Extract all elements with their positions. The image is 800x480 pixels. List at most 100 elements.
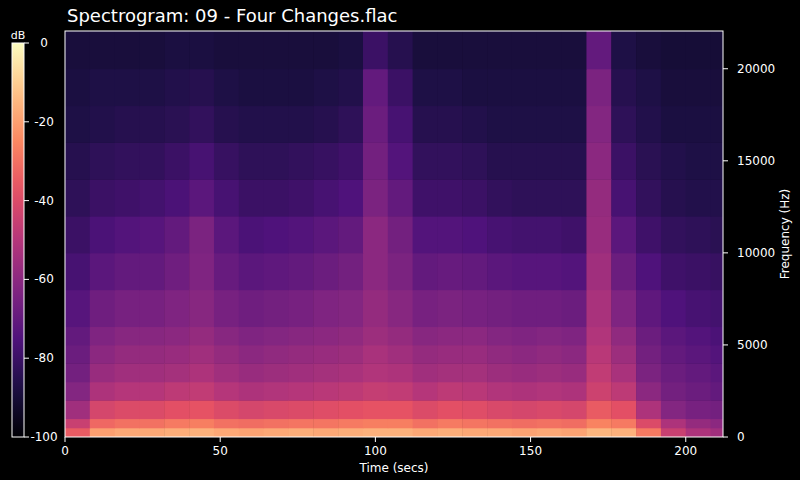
cell bbox=[537, 428, 562, 437]
cell bbox=[661, 290, 686, 327]
cell bbox=[65, 290, 90, 327]
cell bbox=[264, 179, 289, 216]
cell bbox=[686, 179, 711, 216]
cell bbox=[388, 253, 413, 290]
cell bbox=[636, 253, 661, 290]
cell bbox=[189, 106, 214, 143]
cell bbox=[611, 345, 636, 364]
cell bbox=[139, 363, 164, 382]
cell bbox=[661, 327, 686, 346]
cell bbox=[711, 400, 723, 419]
cell bbox=[338, 31, 363, 69]
cell bbox=[313, 345, 338, 364]
cell bbox=[413, 179, 438, 216]
cell bbox=[661, 69, 686, 106]
cell bbox=[90, 69, 115, 106]
y-tick-label: 0 bbox=[737, 430, 745, 444]
cell bbox=[288, 31, 313, 69]
cell bbox=[189, 400, 214, 419]
cell bbox=[686, 428, 711, 437]
y-tick-label: 20000 bbox=[737, 62, 775, 76]
cell bbox=[115, 363, 140, 382]
x-tick-label: 50 bbox=[213, 444, 228, 458]
cell bbox=[214, 179, 239, 216]
cell bbox=[288, 290, 313, 327]
cell bbox=[189, 428, 214, 437]
cell bbox=[586, 69, 611, 106]
cell bbox=[562, 106, 587, 143]
cell bbox=[462, 216, 487, 253]
cell bbox=[363, 216, 388, 253]
cell bbox=[363, 253, 388, 290]
cell bbox=[90, 382, 115, 401]
cell bbox=[189, 253, 214, 290]
cell bbox=[586, 142, 611, 179]
cell bbox=[686, 345, 711, 364]
cell bbox=[611, 419, 636, 429]
cell bbox=[586, 216, 611, 253]
cell bbox=[512, 363, 537, 382]
cell bbox=[686, 216, 711, 253]
cell bbox=[239, 400, 264, 419]
cell bbox=[115, 69, 140, 106]
cell bbox=[164, 142, 189, 179]
cell bbox=[139, 428, 164, 437]
x-tick-label: 150 bbox=[519, 444, 542, 458]
cell bbox=[288, 179, 313, 216]
cell bbox=[189, 290, 214, 327]
cell bbox=[586, 345, 611, 364]
cell bbox=[413, 382, 438, 401]
cell bbox=[686, 382, 711, 401]
cell bbox=[437, 363, 462, 382]
cell bbox=[537, 142, 562, 179]
cell bbox=[388, 142, 413, 179]
cell bbox=[611, 69, 636, 106]
cell bbox=[661, 382, 686, 401]
cell bbox=[487, 69, 512, 106]
cell bbox=[512, 69, 537, 106]
cell bbox=[239, 345, 264, 364]
cell bbox=[388, 382, 413, 401]
cell bbox=[264, 345, 289, 364]
cell bbox=[363, 69, 388, 106]
cell bbox=[313, 253, 338, 290]
cell bbox=[313, 363, 338, 382]
cell bbox=[164, 31, 189, 69]
cell bbox=[239, 428, 264, 437]
cell bbox=[65, 31, 90, 69]
cell bbox=[264, 428, 289, 437]
cell bbox=[115, 382, 140, 401]
cell bbox=[462, 363, 487, 382]
cell bbox=[611, 179, 636, 216]
cell bbox=[636, 179, 661, 216]
cell bbox=[512, 142, 537, 179]
cell bbox=[139, 142, 164, 179]
colorbar-tick-label: -40 bbox=[34, 194, 54, 208]
x-tick-label: 100 bbox=[364, 444, 387, 458]
cell bbox=[65, 345, 90, 364]
cell bbox=[437, 216, 462, 253]
cell bbox=[661, 363, 686, 382]
cell bbox=[338, 106, 363, 143]
cell bbox=[90, 216, 115, 253]
cell bbox=[537, 253, 562, 290]
cell bbox=[90, 428, 115, 437]
cell bbox=[586, 428, 611, 437]
y-tick-label: 10000 bbox=[737, 246, 775, 260]
y-tick bbox=[723, 68, 728, 69]
cell bbox=[313, 382, 338, 401]
cell bbox=[214, 290, 239, 327]
cell bbox=[139, 327, 164, 346]
cell bbox=[139, 106, 164, 143]
cell bbox=[537, 290, 562, 327]
colorbar-tick-label: -80 bbox=[34, 351, 54, 365]
cell bbox=[562, 400, 587, 419]
cell bbox=[239, 142, 264, 179]
cell bbox=[661, 106, 686, 143]
cell bbox=[711, 290, 723, 327]
cell bbox=[562, 253, 587, 290]
cell bbox=[413, 419, 438, 429]
cell bbox=[338, 69, 363, 106]
cell bbox=[586, 419, 611, 429]
cell bbox=[686, 419, 711, 429]
